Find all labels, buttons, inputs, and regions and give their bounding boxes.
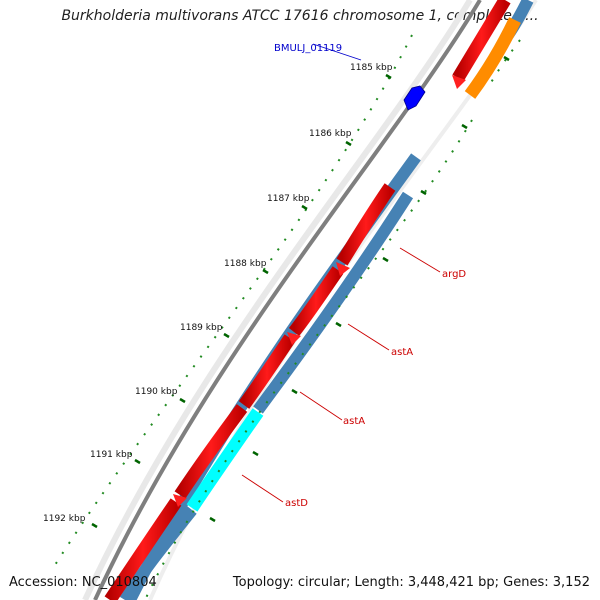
cds-forward-block[interactable] [174, 404, 248, 499]
cds-forward-block[interactable] [238, 334, 296, 409]
gene-label-astD[interactable]: astD [285, 498, 308, 509]
cds-arrowhead [287, 332, 301, 345]
backbone-line [93, 0, 482, 600]
tick-label: 1190 kbp [135, 387, 178, 397]
tick-label: 1191 kbp [90, 450, 133, 460]
cds-arrowhead [336, 262, 350, 276]
accession-text: Accession: NC_010804 [9, 575, 157, 590]
tick-label: 1188 kbp [224, 259, 267, 269]
cds-arrowhead [173, 494, 187, 507]
tick-label: 1189 kbp [180, 323, 223, 333]
cds-forward-block[interactable] [288, 266, 344, 337]
gene-label-argD[interactable]: argD [442, 269, 466, 280]
label-leaders [241, 43, 441, 503]
cds-reverse-block[interactable] [253, 191, 414, 414]
map-title: Burkholderia multivorans ATCC 17616 chro… [61, 8, 539, 24]
tick-label: 1185 kbp [350, 63, 393, 73]
tick-label: 1186 kbp [309, 129, 352, 139]
tick-label: 1192 kbp [43, 514, 86, 524]
ruler-dots [54, 34, 521, 600]
gene-label-astA[interactable]: astA [391, 347, 413, 358]
ruler-major-ticks [91, 55, 510, 529]
forward-strand-track [104, 0, 511, 600]
gene-label-astA[interactable]: astA [343, 416, 365, 427]
cds-highlight-astD[interactable] [186, 408, 264, 512]
gene-label-bmulj_01119[interactable]: BMULJ_01119 [274, 43, 342, 54]
cds-forward-block[interactable] [336, 183, 396, 266]
cds-orange-feature[interactable] [464, 17, 521, 99]
marker-feature-bmulj_01119[interactable] [403, 85, 426, 111]
cds-reverse-block[interactable] [119, 506, 197, 600]
ruler-labels: 1185 kbp 1186 kbp 1187 kbp 1188 kbp 1189… [43, 63, 393, 524]
cds-arrowhead [452, 75, 466, 89]
topology-summary: Topology: circular; Length: 3,448,421 bp… [232, 575, 590, 590]
cds-forward-block[interactable] [104, 498, 182, 600]
tick-label: 1187 kbp [267, 194, 310, 204]
cds-forward-block[interactable] [452, 0, 511, 82]
